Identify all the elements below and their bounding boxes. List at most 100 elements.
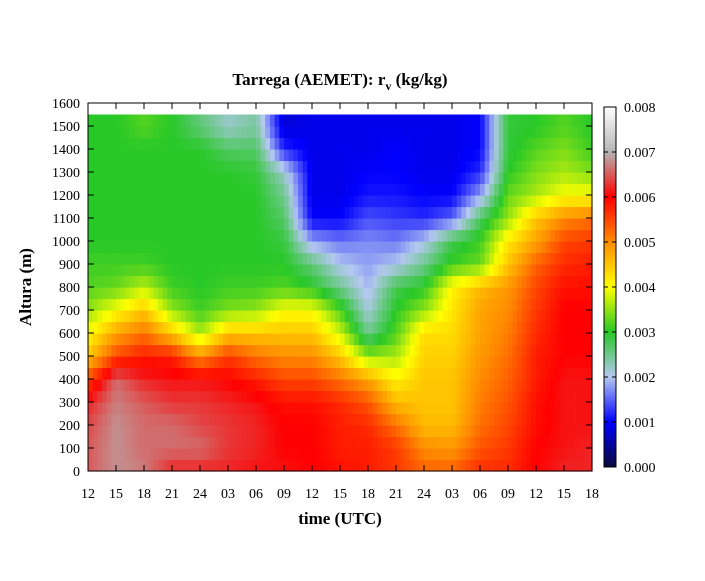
heatmap-cell [517,321,523,334]
heatmap-cell [242,206,248,219]
heatmap-cell [503,344,509,357]
heatmap-cell [162,195,168,208]
heatmap-cell [237,252,243,265]
heatmap-cell [349,160,355,173]
heatmap-cell [321,160,327,173]
heatmap-cell [466,367,472,380]
heatmap-cell [88,459,94,472]
heatmap-cell [120,379,126,392]
heatmap-cell [246,425,252,438]
heatmap-cell [456,206,462,219]
heatmap-cell [298,402,304,415]
heatmap-cell [405,172,411,185]
heatmap-cell [326,287,332,300]
heatmap-cell [125,206,131,219]
heatmap-cell [279,287,285,300]
heatmap-cell [573,218,579,231]
heatmap-cell [531,137,537,150]
heatmap-cell [97,436,103,449]
heatmap-cell [279,172,285,185]
heatmap-cell [363,333,369,346]
heatmap-cell [531,425,537,438]
heatmap-cell [573,241,579,254]
heatmap-cell [288,287,294,300]
heatmap-cell [480,252,486,265]
heatmap-cell [522,413,528,426]
heatmap-cell [344,183,350,196]
heatmap-cell [214,402,220,415]
heatmap-cell [190,333,196,346]
heatmap-cell [172,367,178,380]
heatmap-cell [251,390,257,403]
heatmap-cell [573,287,579,300]
heatmap-cell [195,436,201,449]
heatmap-cell [265,344,271,357]
heatmap-cell [391,149,397,162]
heatmap-cell [363,298,369,311]
heatmap-cell [545,436,551,449]
heatmap-cell [120,264,126,277]
heatmap-cell [116,252,122,265]
heatmap-cell [540,160,546,173]
heatmap-cell [88,413,94,426]
heatmap-cell [475,436,481,449]
heatmap-cell [125,195,131,208]
heatmap-cell [232,160,238,173]
heatmap-cell [307,241,313,254]
heatmap-cell [134,287,140,300]
heatmap-cell [181,379,187,392]
heatmap-cell [186,402,192,415]
heatmap-cell [517,218,523,231]
heatmap-cell [186,275,192,288]
heatmap-cell [377,126,383,139]
heatmap-cell [251,379,257,392]
heatmap-cell [340,310,346,323]
heatmap-cell [321,241,327,254]
heatmap-cell [88,264,94,277]
heatmap-cell [214,126,220,139]
heatmap-cell [274,195,280,208]
heatmap-cell [456,344,462,357]
heatmap-cell [190,218,196,231]
heatmap-cell [153,448,159,461]
x-tick-label: 15 [557,487,571,502]
heatmap-cell [540,137,546,150]
heatmap-cell [130,114,136,127]
heatmap-cell [512,448,518,461]
heatmap-cell [307,379,313,392]
heatmap-cell [354,241,360,254]
heatmap-cell [452,137,458,150]
heatmap-cell [102,206,108,219]
heatmap-cell [302,206,308,219]
heatmap-cell [256,413,262,426]
heatmap-cell [424,333,430,346]
heatmap-cell [414,344,420,357]
heatmap-cell [382,287,388,300]
heatmap-cell [414,310,420,323]
heatmap-cell [307,402,313,415]
heatmap-cell [410,172,416,185]
heatmap-cell [204,356,210,369]
heatmap-cell [531,344,537,357]
heatmap-cell [307,448,313,461]
heatmap-cell [396,344,402,357]
heatmap-cell [368,264,374,277]
heatmap-cell [372,321,378,334]
heatmap-cell [298,252,304,265]
heatmap-cell [536,241,542,254]
heatmap-cell [484,310,490,323]
heatmap-cell [559,241,565,254]
heatmap-cell [125,183,131,196]
heatmap-cell [522,126,528,139]
heatmap-cell [270,310,276,323]
heatmap-cell [438,367,444,380]
heatmap-cell [470,252,476,265]
heatmap-cell [438,425,444,438]
y-tick-label: 100 [59,442,80,457]
heatmap-cell [237,137,243,150]
heatmap-cell [260,172,266,185]
heatmap-cell [302,367,308,380]
heatmap-cell [293,137,299,150]
heatmap-cell [274,137,280,150]
heatmap-cell [321,413,327,426]
